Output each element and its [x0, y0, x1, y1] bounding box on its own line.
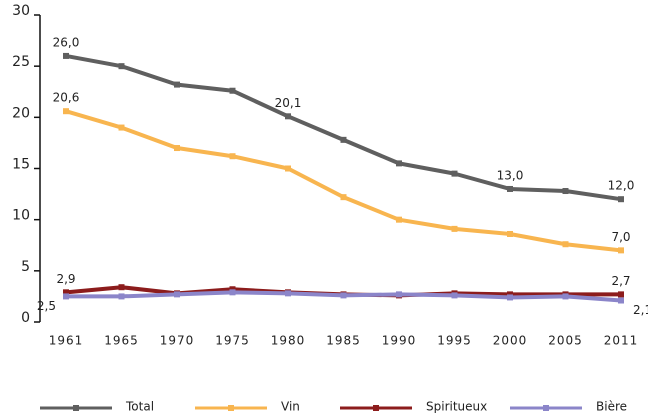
- legend-marker: [228, 405, 234, 411]
- x-tick-label: 2011: [604, 334, 639, 348]
- point-marker: [340, 292, 347, 299]
- y-tick-label: 30: [12, 3, 30, 19]
- point-marker: [507, 185, 513, 192]
- series-line: [65, 109, 622, 253]
- point-marker: [285, 113, 291, 120]
- point-marker: [174, 145, 180, 152]
- legend-marker: [373, 405, 379, 411]
- point-marker: [229, 289, 236, 296]
- point-marker: [396, 291, 402, 298]
- point-marker: [451, 225, 458, 232]
- point-marker: [285, 165, 291, 172]
- x-tick-label: 2005: [548, 334, 583, 348]
- point-marker: [507, 294, 513, 301]
- data-label: 26,0: [53, 35, 80, 49]
- point-marker: [229, 87, 236, 94]
- y-tick-label: 20: [12, 105, 30, 121]
- x-tick-label: 1965: [104, 334, 139, 348]
- data-label: 2,1: [633, 303, 648, 317]
- data-label: 13,0: [497, 168, 524, 182]
- legend-label: Total: [125, 400, 154, 414]
- x-tick-label: 1985: [326, 334, 361, 348]
- legend-label: Spiritueux: [426, 400, 487, 414]
- point-marker: [618, 247, 624, 254]
- data-label: 2,7: [611, 274, 630, 288]
- data-label: 7,0: [611, 230, 630, 244]
- point-marker: [618, 291, 624, 298]
- y-tick-label: 10: [12, 208, 30, 224]
- data-label: 12,0: [608, 179, 635, 193]
- point-marker: [618, 196, 624, 203]
- legend-label: Bière: [596, 400, 627, 414]
- x-tick-label: 2000: [493, 334, 528, 348]
- point-marker: [174, 291, 180, 298]
- y-tick-label: 0: [21, 310, 30, 326]
- data-label: 20,6: [53, 91, 80, 105]
- y-tick-label: 25: [12, 54, 30, 70]
- y-tick-label: 5: [21, 259, 30, 275]
- data-label: 20,1: [275, 96, 302, 110]
- point-marker: [118, 63, 125, 70]
- point-marker: [118, 124, 125, 131]
- data-label: 2,5: [37, 299, 56, 313]
- point-marker: [618, 297, 624, 304]
- x-tick-label: 1975: [215, 334, 250, 348]
- legend-marker: [543, 405, 549, 411]
- point-marker: [396, 216, 402, 223]
- point-marker: [229, 153, 236, 160]
- x-tick-label: 1970: [160, 334, 195, 348]
- point-marker: [174, 81, 180, 88]
- point-marker: [451, 292, 458, 299]
- point-marker: [63, 289, 69, 296]
- y-tick-label: 15: [12, 157, 30, 173]
- legend-label: Vin: [281, 400, 300, 414]
- point-marker: [507, 291, 513, 298]
- point-marker: [396, 160, 402, 167]
- point-marker: [562, 293, 569, 300]
- series-line: [65, 53, 622, 202]
- point-marker: [562, 241, 569, 248]
- point-marker: [63, 108, 69, 115]
- x-tick-label: 1980: [271, 334, 306, 348]
- point-marker: [507, 230, 513, 237]
- point-marker: [63, 293, 69, 300]
- point-marker: [118, 284, 125, 291]
- point-marker: [285, 290, 291, 297]
- point-marker: [118, 293, 125, 300]
- data-label: 2,9: [56, 272, 75, 286]
- point-marker: [562, 188, 569, 195]
- point-marker: [340, 136, 347, 143]
- x-tick-label: 1961: [49, 334, 84, 348]
- point-marker: [229, 286, 236, 293]
- point-marker: [63, 52, 69, 59]
- point-marker: [451, 170, 458, 177]
- legend-marker: [73, 405, 79, 411]
- x-tick-label: 1990: [382, 334, 417, 348]
- x-tick-label: 1995: [437, 334, 472, 348]
- point-marker: [340, 194, 347, 201]
